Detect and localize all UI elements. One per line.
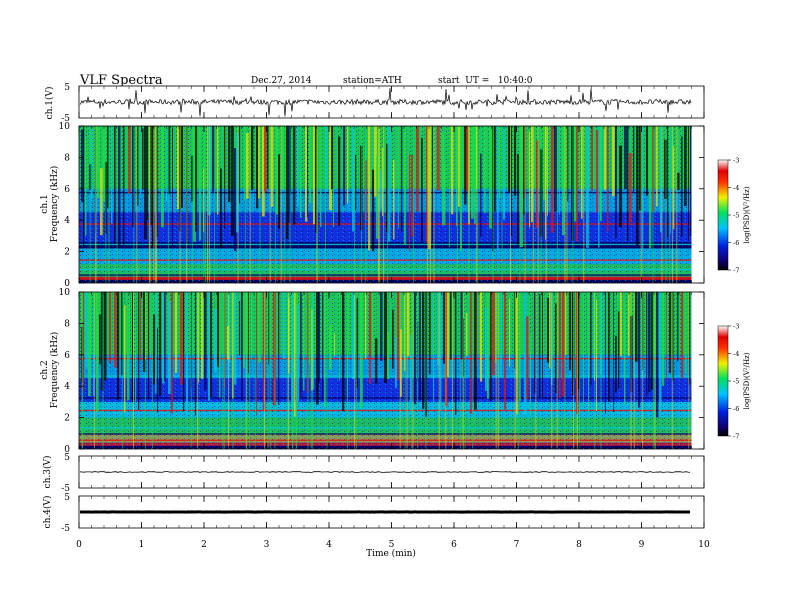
ch4-ylabel: ch.4(V) — [42, 496, 53, 529]
figure-title: VLF Spectra — [80, 73, 163, 88]
time-axis: 0 1 2 3 4 5 6 7 8 9 10 — [76, 86, 710, 550]
colorbar-tick-label: -3 — [733, 323, 739, 331]
time-tick-label: 1 — [139, 540, 145, 550]
ch3-ytick-top: 5 — [64, 453, 70, 463]
ch2-colorbar: -3 -4 -5 -6 -7 log(PSD)(V²/Hz) — [717, 323, 751, 441]
colorbar-tick-label: -3 — [733, 157, 739, 165]
colorbar-tick-label: -5 — [733, 378, 739, 386]
spec2-tick-label: 2 — [64, 414, 70, 424]
colorbar-tick-label: -5 — [733, 212, 739, 220]
ch3-waveform — [79, 471, 691, 473]
spec2-tick-label: 0 — [64, 445, 70, 455]
time-tick-label: 5 — [389, 540, 395, 550]
time-tick-label: 8 — [576, 540, 582, 550]
spec1-tick-label: 4 — [64, 216, 70, 226]
ch4-ytick-bottom: -5 — [61, 524, 70, 534]
spec1-tick-label: 0 — [64, 279, 70, 289]
time-tick-label: 0 — [76, 540, 82, 550]
ch1-ytick-bottom: -5 — [61, 114, 70, 124]
ch1-colorbar: -3 -4 -5 -6 -7 log(PSD)(V²/Hz) — [717, 157, 751, 275]
spec1-tick-label: 6 — [64, 185, 70, 195]
ch1-spectrogram-label: ch.1 — [40, 194, 50, 213]
ch1-frequency-label: Frequency (kHz) — [49, 166, 60, 243]
spec2-tick-label: 10 — [59, 288, 71, 298]
spec2-tick-label: 8 — [64, 319, 70, 329]
ch3-ytick-bottom: -5 — [61, 484, 70, 494]
ch1-frequency-ticks: 0 2 4 6 8 10 — [59, 122, 704, 289]
spec2-tick-label: 6 — [64, 351, 70, 361]
time-tick-label: 3 — [264, 540, 270, 550]
time-tick-label: 10 — [698, 540, 710, 550]
ch2-spectrogram-panel: 0 2 4 6 8 10 ch.2 Frequency (kHz) — [40, 288, 705, 455]
spec1-tick-label: 2 — [64, 248, 70, 258]
colorbar-tick-label: -6 — [733, 239, 739, 247]
colorbar-tick-label: -7 — [733, 433, 739, 441]
time-tick-label: 6 — [451, 540, 457, 550]
date-label: Dec.27, 2014 — [251, 76, 312, 86]
ch1-panel: 5 -5 ch.1(V) — [44, 83, 705, 124]
start-time-label: start UT = 10:40:0 — [438, 76, 533, 86]
ch3-ylabel: ch.3(V) — [42, 456, 53, 489]
ch1-spectrogram — [79, 126, 704, 283]
ch1-ylabel: ch.1(V) — [44, 87, 55, 120]
colorbar-tick-label: -4 — [733, 350, 739, 358]
colorbar-tick-label: -4 — [733, 184, 739, 192]
ch1-ytick-top: 5 — [64, 83, 70, 93]
ch2-colorbar-label: log(PSD)(V²/Hz) — [743, 352, 751, 409]
ch1-colorbar-label: log(PSD)(V²/Hz) — [743, 186, 751, 243]
spec1-tick-label: 8 — [64, 153, 70, 163]
colorbar-tick-label: -6 — [733, 405, 739, 413]
spec1-tick-label: 10 — [59, 122, 71, 132]
ch2-frequency-label: Frequency (kHz) — [49, 332, 60, 409]
ch2-spectrogram — [79, 292, 704, 449]
time-tick-label: 4 — [326, 540, 332, 550]
ch1-spectrogram-panel: 0 2 4 6 8 10 ch.1 Frequency (kHz) — [40, 122, 705, 289]
time-tick-label: 7 — [514, 540, 520, 550]
station-label: station=ATH — [343, 76, 402, 86]
time-axis-label: Time (min) — [366, 548, 416, 559]
time-tick-label: 2 — [201, 540, 207, 550]
ch4-ytick-top: 5 — [64, 493, 70, 503]
ch2-frequency-ticks: 0 2 4 6 8 10 — [59, 288, 704, 455]
time-tick-label: 9 — [639, 540, 645, 550]
colorbar-tick-label: -7 — [733, 267, 739, 275]
spec2-tick-label: 4 — [64, 382, 70, 392]
ch1-waveform — [79, 88, 692, 117]
ch2-spectrogram-label: ch.2 — [40, 360, 50, 379]
